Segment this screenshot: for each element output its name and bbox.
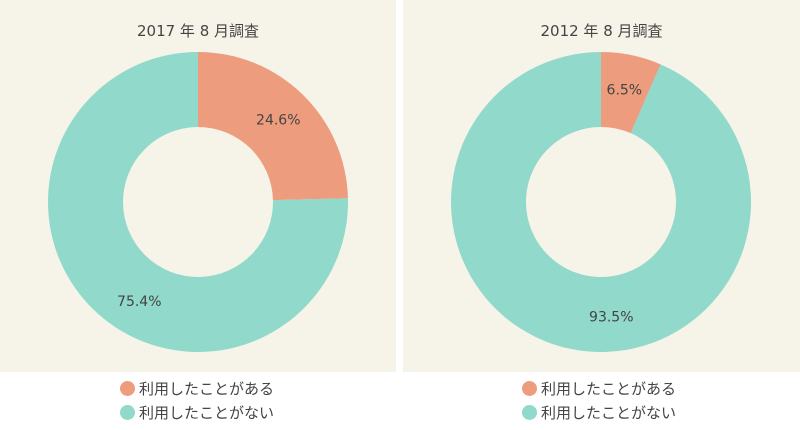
data-label: 6.5% [607,82,643,98]
legend-swatch-unused [522,404,537,420]
legend-swatch-unused [120,404,135,420]
legend-swatch-used [522,380,537,396]
donut-slice-0 [601,52,661,134]
legend-swatch-used [120,380,135,396]
chart-panel-2012: 2012 年 8 月調査 6.5% 93.5% [403,0,800,372]
legend-label: 利用したことがある [139,379,275,398]
donut-slice-0 [198,52,348,201]
legend-item: 利用したことがない [120,400,274,424]
donut-slice-1 [48,52,349,352]
legend-2012: 利用したことがある 利用したことがない [522,376,676,424]
legend-item: 利用したことがある [120,376,274,400]
legend-label: 利用したことがある [541,379,677,398]
donut-chart-2017: 24.6% 75.4% [48,52,349,352]
donut-slice-1 [450,52,751,352]
legend-2017: 利用したことがある 利用したことがない [120,376,274,424]
chart-title: 2012 年 8 月調査 [540,22,663,40]
chart-panel-2017: 2017 年 8 月調査 24.6% 75.4% [0,0,396,372]
data-label: 75.4% [117,294,161,310]
data-label: 93.5% [589,310,633,326]
donut-chart-2012: 6.5% 93.5% [450,52,751,352]
legend-label: 利用したことがない [139,403,275,422]
chart-title: 2017 年 8 月調査 [136,22,260,40]
data-label: 24.6% [256,113,300,129]
legend-item: 利用したことがある [522,376,676,400]
legend-item: 利用したことがない [522,400,676,424]
legend-label: 利用したことがない [541,403,677,422]
